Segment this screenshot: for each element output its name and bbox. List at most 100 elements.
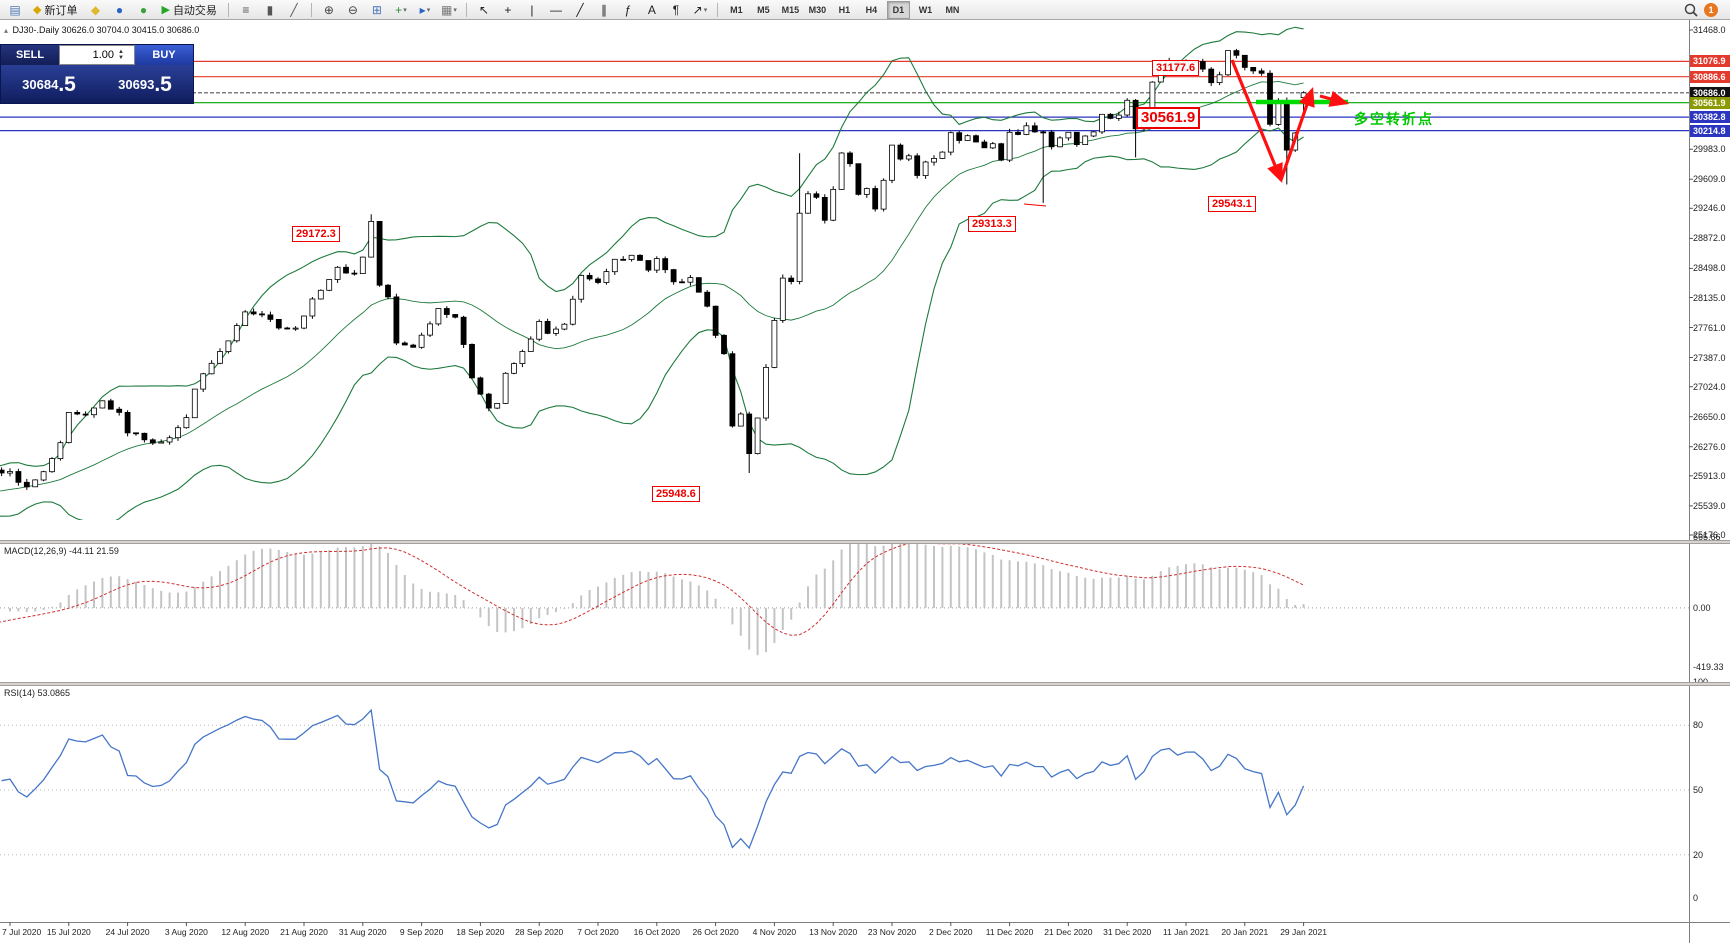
time-axis-label: 26 Oct 2020	[692, 927, 739, 937]
crosshair-icon: +	[504, 2, 512, 17]
autoscroll-icon: ▸	[419, 2, 426, 17]
price-annotation[interactable]: 29313.3	[968, 216, 1016, 232]
text-mark-icon[interactable]: ¶	[665, 0, 687, 19]
zoom-out-icon[interactable]: ⊖	[342, 0, 364, 19]
timeframe-button-MN[interactable]: MN	[945, 4, 960, 15]
sell-button[interactable]: SELL	[1, 45, 59, 65]
time-axis-label: 31 Aug 2020	[338, 927, 387, 937]
horizontal-line-icon[interactable]: —	[545, 0, 567, 19]
rsi-value: 53.0865	[37, 688, 71, 698]
trendline-icon[interactable]: ╱	[569, 0, 591, 19]
dropdown-arrow-icon: ▾	[453, 6, 457, 14]
lot-size-field: ▲ ▼	[59, 45, 135, 65]
chart-window-icon[interactable]: ▤	[4, 0, 26, 19]
autoscroll-icon[interactable]: ▸ ▾	[414, 0, 436, 19]
symbol-icon: ▴	[4, 26, 9, 35]
time-axis-label: 24 Jul 2020	[105, 927, 150, 937]
price-axis[interactable]: 31468.0 29983.0 29609.0 29246.0 28872.0 28498…	[1690, 20, 1730, 943]
rsi-indicator-label: RSI(14) 53.0865	[4, 688, 71, 698]
open-value: 30626.0	[61, 25, 95, 35]
timeframe-button-D1[interactable]: D1	[886, 0, 910, 19]
cursor-icon: ↖	[478, 2, 489, 17]
vertical-line-icon: |	[530, 2, 534, 17]
line-chart-icon: ╱	[290, 2, 298, 17]
time-axis-label: 9 Sep 2020	[399, 927, 444, 937]
price-marker: 30214.8	[1690, 124, 1730, 137]
price-axis-label: 26650.0	[1693, 411, 1726, 422]
templates-icon[interactable]: ▦ ▾	[438, 0, 460, 19]
horizontal-line-icon: —	[549, 2, 562, 17]
autotrade-button[interactable]: ▶ 自动交易	[156, 1, 221, 18]
time-axis-label: 21 Aug 2020	[280, 927, 328, 937]
price-annotation[interactable]: 29172.3	[292, 226, 340, 242]
time-axis-label: 2 Dec 2020	[929, 927, 973, 937]
price-axis-label: 27761.0	[1693, 322, 1726, 333]
price-annotation[interactable]: 29543.1	[1208, 196, 1256, 212]
new-order-button-label: 新订单	[44, 4, 78, 17]
macd-axis-label: 0.00	[1693, 602, 1711, 613]
arrow-objects-icon: ↗	[692, 2, 703, 17]
time-axis-label: 7 Jul 2020	[2, 927, 42, 937]
candlestick-chart-icon[interactable]: ▮	[259, 0, 281, 19]
sell-price[interactable]: 30684.5	[22, 72, 76, 96]
timeframe-button-M30[interactable]: M30	[808, 4, 827, 15]
autotrade-button-label: 自动交易	[172, 4, 217, 17]
dropdown-arrow-icon: ▾	[403, 6, 407, 14]
tile-windows-icon: ⊞	[371, 2, 382, 17]
cursor-icon[interactable]: ↖	[473, 0, 495, 19]
time-axis-label: 20 Jan 2021	[1221, 927, 1269, 937]
indicators-icon: +	[395, 2, 403, 17]
zoom-in-icon[interactable]: ⊕	[318, 0, 340, 19]
market-watch-icon[interactable]: ●	[108, 0, 130, 19]
lot-decrease-button[interactable]: ▼	[118, 55, 124, 61]
time-axis-label: 31 Dec 2020	[1103, 927, 1152, 937]
new-order-button[interactable]: ◆ 新订单	[28, 1, 82, 18]
price-marker: 30382.8	[1690, 111, 1730, 124]
timeframe-button-M15[interactable]: M15	[781, 4, 800, 15]
crosshair-icon[interactable]: +	[497, 0, 519, 19]
symbol-name: DJ30-.Daily	[12, 25, 60, 35]
panel-divider-rsi[interactable]	[0, 682, 1730, 686]
zoom-in-icon: ⊕	[323, 2, 334, 17]
price-axis-label: 28872.0	[1693, 233, 1726, 244]
lot-size-input[interactable]	[60, 48, 116, 62]
time-axis-label: 16 Oct 2020	[633, 927, 680, 937]
vertical-line-icon[interactable]: |	[521, 0, 543, 19]
navigator-icon[interactable]: ●	[132, 0, 154, 19]
lot-increase-button[interactable]: ▲	[118, 49, 124, 55]
new-order-button: ◆	[33, 4, 42, 16]
line-chart-icon[interactable]: ╱	[283, 0, 305, 19]
indicators-icon[interactable]: + ▾	[390, 0, 412, 19]
autotrade-button: ▶	[161, 4, 170, 16]
market-watch-icon: ●	[115, 2, 124, 17]
tile-windows-icon[interactable]: ⊞	[366, 0, 388, 19]
text-label-icon[interactable]: A	[641, 0, 663, 19]
price-marker: 31076.9	[1690, 55, 1730, 68]
price-annotation[interactable]: 25948.6	[652, 486, 700, 502]
channel-icon[interactable]: ∥	[593, 0, 615, 19]
timeframe-button-H4[interactable]: H4	[865, 4, 878, 15]
search-icon[interactable]	[1680, 0, 1702, 19]
price-axis-label: 26276.0	[1693, 441, 1726, 452]
panel-divider-macd[interactable]	[0, 540, 1730, 544]
high-value: 30704.0	[96, 25, 130, 35]
price-annotation[interactable]: 30561.9	[1136, 107, 1201, 129]
notifications-badge[interactable]: 1	[1704, 2, 1718, 17]
buy-price[interactable]: 30693.5	[118, 72, 172, 96]
price-axis-label: 25539.0	[1693, 500, 1726, 511]
time-axis-label: 29 Jan 2021	[1280, 927, 1327, 937]
bar-chart-icon[interactable]: ≡	[235, 0, 257, 19]
toolbar-separator	[310, 2, 312, 17]
buy-button[interactable]: BUY	[135, 45, 193, 65]
timeframe-button-H1[interactable]: H1	[838, 4, 851, 15]
price-axis-label: 29246.0	[1693, 203, 1726, 214]
fibonacci-icon[interactable]: ƒ	[617, 0, 639, 19]
timeframe-button-M1[interactable]: M1	[730, 4, 743, 15]
price-annotation[interactable]: 31177.6	[1152, 60, 1200, 76]
timeframe-button-M5[interactable]: M5	[757, 4, 770, 15]
time-axis[interactable]: 7 Jul 2020 15 Jul 2020 24 Jul 2020 3 Aug 20…	[0, 922, 1688, 943]
arrow-objects-icon[interactable]: ↗ ▾	[689, 0, 711, 19]
timeframe-button-W1[interactable]: W1	[918, 4, 933, 15]
chart-profiles-icon[interactable]: ◆	[84, 0, 106, 19]
